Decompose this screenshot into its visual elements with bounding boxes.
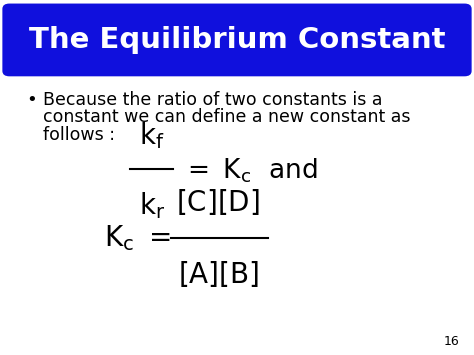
Text: $\mathrm{[C][D]}$: $\mathrm{[C][D]}$ <box>176 186 260 217</box>
Text: $\mathrm{k_r}$: $\mathrm{k_r}$ <box>138 190 165 221</box>
Text: •: • <box>26 91 37 109</box>
Text: $\mathrm{k_f}$: $\mathrm{k_f}$ <box>139 120 164 151</box>
Text: $\mathrm{K_c}\ =$: $\mathrm{K_c}\ =$ <box>104 223 171 253</box>
Text: The Equilibrium Constant: The Equilibrium Constant <box>29 26 445 54</box>
Text: constant we can define a new constant as: constant we can define a new constant as <box>43 108 410 126</box>
Text: 16: 16 <box>444 335 460 348</box>
Text: $=\ \mathrm{K_c}\ \ \mathrm{and}$: $=\ \mathrm{K_c}\ \ \mathrm{and}$ <box>182 156 318 185</box>
Text: follows :: follows : <box>43 126 115 144</box>
Text: Because the ratio of two constants is a: Because the ratio of two constants is a <box>43 91 382 109</box>
Text: $\mathrm{[A][B]}$: $\mathrm{[A][B]}$ <box>178 259 258 289</box>
